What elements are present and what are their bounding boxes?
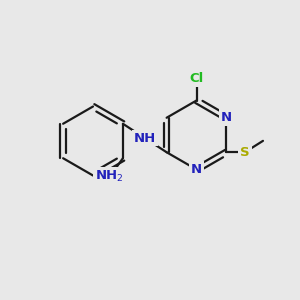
Text: S: S xyxy=(240,146,250,159)
Text: Cl: Cl xyxy=(189,72,204,86)
Text: N: N xyxy=(191,163,202,176)
Text: NH$_2$: NH$_2$ xyxy=(95,169,124,184)
Text: NH: NH xyxy=(134,131,156,145)
Text: N: N xyxy=(221,111,232,124)
